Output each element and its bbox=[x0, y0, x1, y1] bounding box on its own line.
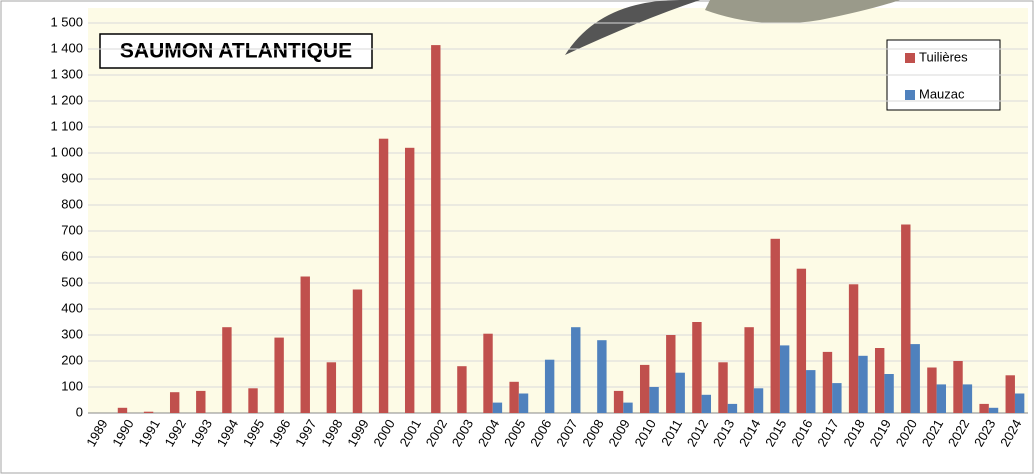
y-tick-label: 300 bbox=[61, 326, 83, 341]
bar bbox=[823, 352, 832, 413]
bar bbox=[274, 338, 283, 413]
y-tick-label: 600 bbox=[61, 248, 83, 263]
bar bbox=[640, 365, 649, 413]
bar bbox=[806, 370, 815, 413]
bar bbox=[858, 356, 867, 413]
bar bbox=[431, 45, 440, 413]
bar bbox=[597, 340, 606, 413]
bar bbox=[963, 384, 972, 413]
y-tick-label: 200 bbox=[61, 352, 83, 367]
legend-swatch bbox=[905, 90, 915, 100]
bar bbox=[301, 277, 310, 414]
bar bbox=[509, 382, 518, 413]
bar bbox=[519, 394, 528, 414]
bar bbox=[901, 225, 910, 414]
bar bbox=[545, 360, 554, 413]
bar bbox=[771, 239, 780, 413]
legend-label: Tuilières bbox=[919, 49, 968, 64]
legend-label: Mauzac bbox=[919, 86, 965, 101]
y-tick-label: 1 300 bbox=[50, 66, 83, 81]
bar bbox=[937, 384, 946, 413]
bar bbox=[676, 373, 685, 413]
bar bbox=[953, 361, 962, 413]
bar bbox=[457, 366, 466, 413]
bar bbox=[702, 395, 711, 413]
bar bbox=[353, 290, 362, 414]
bar bbox=[327, 362, 336, 413]
bar bbox=[196, 391, 205, 413]
bar bbox=[911, 344, 920, 413]
bar bbox=[666, 335, 675, 413]
bar bbox=[144, 412, 153, 413]
bar bbox=[692, 322, 701, 413]
bar bbox=[797, 269, 806, 413]
legend-swatch bbox=[905, 53, 915, 63]
bar bbox=[222, 327, 231, 413]
bar bbox=[884, 374, 893, 413]
bar bbox=[979, 404, 988, 413]
y-tick-label: 1 100 bbox=[50, 118, 83, 133]
bar bbox=[780, 345, 789, 413]
bar bbox=[614, 391, 623, 413]
bar bbox=[989, 408, 998, 413]
bar bbox=[927, 368, 936, 414]
y-tick-label: 1 000 bbox=[50, 144, 83, 159]
y-tick-label: 700 bbox=[61, 222, 83, 237]
bar bbox=[728, 404, 737, 413]
bar bbox=[744, 327, 753, 413]
bar bbox=[849, 284, 858, 413]
bar bbox=[248, 388, 257, 413]
bar bbox=[875, 348, 884, 413]
y-tick-label: 400 bbox=[61, 300, 83, 315]
bar bbox=[1015, 394, 1024, 414]
bar bbox=[379, 139, 388, 413]
bar bbox=[1006, 375, 1015, 413]
bar bbox=[118, 408, 127, 413]
bar bbox=[623, 403, 632, 413]
bar bbox=[832, 383, 841, 413]
bar bbox=[170, 392, 179, 413]
bar bbox=[718, 362, 727, 413]
y-tick-label: 900 bbox=[61, 170, 83, 185]
bar bbox=[493, 403, 502, 413]
bar bbox=[483, 334, 492, 413]
y-tick-label: 1 200 bbox=[50, 92, 83, 107]
bar bbox=[754, 388, 763, 413]
bar bbox=[405, 148, 414, 413]
y-tick-label: 500 bbox=[61, 274, 83, 289]
chart: SAUMON ATLANTIQUE 0 100 200 300 400 500 600 700… bbox=[0, 0, 1035, 475]
y-tick-label: 0 bbox=[76, 404, 83, 419]
chart-title: SAUMON ATLANTIQUE bbox=[120, 40, 352, 63]
bar bbox=[571, 327, 580, 413]
y-tick-label: 1 400 bbox=[50, 40, 83, 55]
y-tick-label: 100 bbox=[61, 378, 83, 393]
y-tick-label: 1 500 bbox=[50, 14, 83, 29]
y-tick-label: 800 bbox=[61, 196, 83, 211]
bar bbox=[649, 387, 658, 413]
